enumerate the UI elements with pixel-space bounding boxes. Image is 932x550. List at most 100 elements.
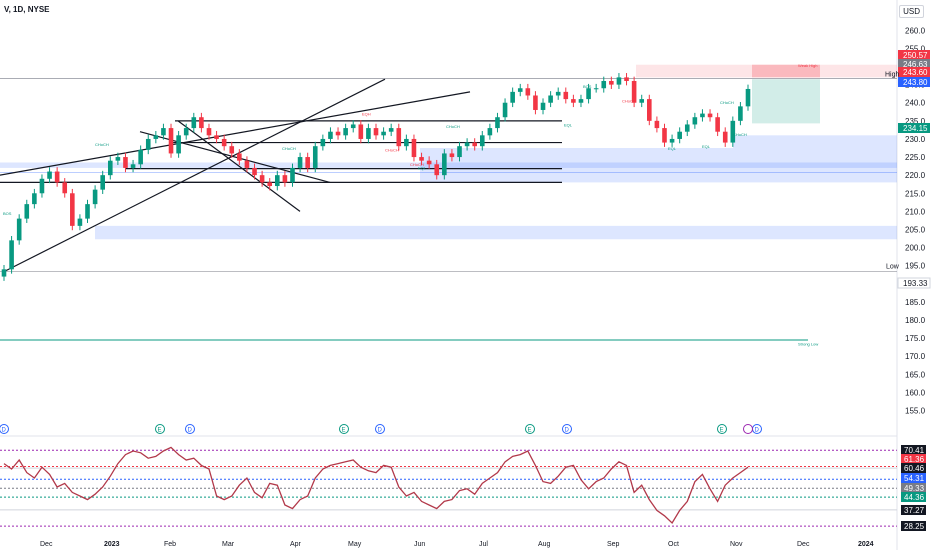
structure-annotation: EQL (418, 166, 427, 171)
rsi-level-label: 70.41 (904, 446, 925, 455)
y-tick-label: 160.0 (905, 388, 926, 397)
price-badge (898, 59, 930, 69)
candle-body (677, 131, 682, 139)
high-label: High (885, 72, 900, 79)
x-tick-label: Apr (290, 541, 302, 548)
zone-box (0, 162, 897, 168)
candle-body (107, 160, 113, 176)
candle-body (411, 138, 417, 158)
trendline (177, 120, 301, 212)
candle-body (138, 149, 143, 165)
zone-box (420, 148, 897, 183)
price-badge-label: 246.63 (903, 60, 928, 69)
y-tick-label: 220.0 (905, 171, 926, 180)
structure-annotation: Strong Low (798, 341, 818, 346)
candle-body (730, 120, 736, 143)
price-badge (898, 77, 930, 87)
candle-body (161, 128, 166, 136)
price-badge-label: 193.33 (903, 279, 928, 288)
candle-body (419, 157, 424, 161)
candle-body (472, 142, 477, 147)
structure-annotation: EQH (362, 111, 371, 116)
event-marker (562, 424, 572, 434)
candle-body (388, 128, 394, 132)
event-marker (375, 424, 385, 434)
candle-body (191, 117, 197, 129)
event-marker-label: D (188, 428, 193, 434)
price-badge-label: 243.60 (903, 68, 928, 77)
candle-body (259, 175, 265, 183)
candle-body (396, 128, 402, 147)
rsi-level-badge (901, 445, 926, 455)
x-tick-label: May (348, 541, 362, 548)
candle-body (290, 167, 295, 183)
candle-body (100, 175, 105, 190)
rsi-level-label: 49.33 (904, 484, 925, 493)
candle-body (168, 128, 174, 154)
y-tick-label: 210.0 (905, 207, 926, 216)
event-marker (0, 424, 9, 434)
y-tick-label: 180.0 (905, 316, 926, 325)
zone-box (95, 225, 897, 240)
candle-body (540, 102, 546, 110)
candle-body (457, 146, 462, 158)
candle-body (479, 135, 485, 147)
rsi-level-label: 37.27 (904, 506, 925, 515)
event-marker-label: D (2, 428, 7, 434)
candle-body (153, 135, 159, 139)
candle-body (252, 167, 257, 176)
y-tick-label: 155.0 (905, 407, 926, 416)
x-tick-label: Nov (730, 541, 743, 548)
currency-badge[interactable]: USD (899, 5, 924, 18)
rsi-level-badge (901, 454, 926, 464)
candle-body (738, 106, 743, 121)
candle-body (176, 135, 181, 154)
y-tick-label: 185.0 (905, 298, 926, 307)
candle-body (662, 128, 667, 143)
rsi-level-badge (901, 505, 926, 515)
event-marker-label: E (342, 428, 346, 434)
price-badge-label: 234.15 (903, 124, 928, 133)
candle-body (449, 153, 455, 158)
event-marker (155, 424, 165, 434)
event-marker (339, 424, 349, 434)
x-tick-label: 2024 (858, 541, 874, 548)
x-tick-label: Sep (607, 541, 620, 548)
zone-box (733, 135, 897, 148)
candle-body (9, 240, 14, 270)
rsi-level-label: 44.36 (904, 493, 925, 502)
candle-body (183, 128, 189, 136)
price-badge (898, 50, 930, 60)
candle-body (115, 157, 121, 161)
symbol-title: V, 1D, NYSE (4, 5, 50, 14)
candle-body (358, 124, 364, 139)
candle-body (366, 128, 371, 139)
event-marker-label: E (528, 428, 532, 434)
candle-body (373, 128, 379, 136)
candle-body (548, 95, 553, 103)
candle-body (426, 160, 432, 165)
candle-body (229, 146, 235, 154)
candle-body (39, 178, 45, 194)
candle-body (92, 189, 98, 205)
candle-body (54, 171, 60, 183)
candle-body (381, 131, 386, 136)
candle-body (221, 138, 227, 147)
price-badge-label: 243.80 (903, 78, 928, 87)
rsi-level-badge (901, 492, 926, 502)
rsi-line (3, 446, 749, 525)
candle-body (692, 117, 698, 125)
x-tick-label: Mar (222, 541, 235, 548)
rsi-level-label: 28.25 (904, 522, 925, 531)
x-tick-label: Dec (40, 541, 53, 548)
event-marker-label: D (565, 428, 570, 434)
candle-body (320, 138, 326, 147)
candle-body (510, 91, 515, 103)
candle-body (571, 99, 576, 103)
candle-body (32, 193, 37, 205)
structure-annotation: CHoCH (622, 99, 636, 104)
zone-box (752, 64, 820, 78)
y-tick-label: 205.0 (905, 225, 926, 234)
y-tick-label: 230.0 (905, 135, 926, 144)
